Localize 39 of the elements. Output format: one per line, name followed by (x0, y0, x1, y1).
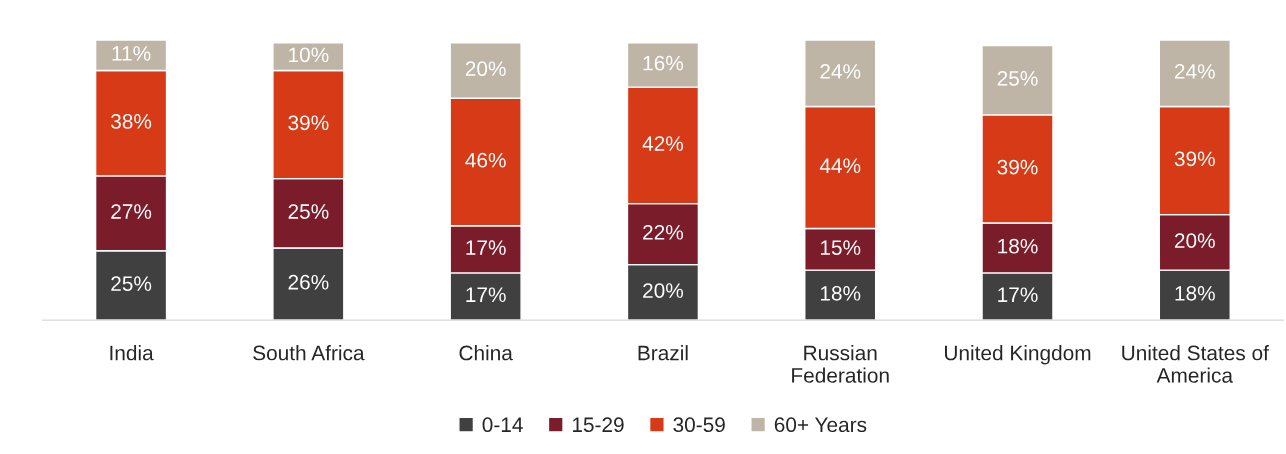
data-label: 25% (997, 71, 1038, 86)
x-tick-label: United States of America (1122, 345, 1269, 383)
data-label: 18% (998, 238, 1038, 254)
data-label: 17% (998, 287, 1038, 303)
data-label: 10% (289, 47, 329, 63)
data-label: 44% (819, 158, 861, 174)
x-tick-label: Russian Federation (792, 345, 889, 383)
data-label: 18% (1175, 285, 1215, 301)
data-label: 26% (288, 274, 329, 290)
data-label: 39% (997, 159, 1038, 175)
data-label: 22% (643, 224, 684, 240)
data-label: 15% (820, 240, 861, 255)
data-label: 20% (1174, 233, 1215, 249)
x-tick-label: South Africa (253, 345, 365, 361)
data-label: 16% (643, 55, 684, 71)
legend-label: 15-29 (572, 417, 624, 433)
data-label: 25% (111, 276, 152, 291)
x-tick-label: United Kingdom (945, 345, 1091, 365)
x-tick-label: Brazil (638, 345, 688, 361)
data-label: 38% (111, 114, 152, 129)
x-tick-label: China (459, 345, 513, 361)
data-label: 42% (642, 136, 684, 151)
legend-label: 60+ Years (774, 417, 867, 433)
data-label: 11% (112, 46, 151, 61)
data-label: 24% (820, 64, 861, 79)
x-tick-label: India (110, 345, 154, 361)
data-label: 27% (111, 204, 152, 219)
data-label: 17% (466, 287, 506, 303)
legend-label: 30-59 (673, 417, 725, 433)
data-label: 24% (1174, 64, 1215, 79)
data-label: 25% (288, 204, 329, 219)
data-label: 17% (466, 240, 506, 255)
data-label: 46% (465, 152, 506, 168)
data-label: 39% (288, 115, 329, 131)
data-label: 20% (643, 283, 684, 298)
legend-label: 0-14 (482, 417, 523, 433)
data-label: 18% (820, 285, 861, 301)
data-label: 39% (1174, 151, 1215, 167)
data-label: 20% (465, 61, 506, 77)
